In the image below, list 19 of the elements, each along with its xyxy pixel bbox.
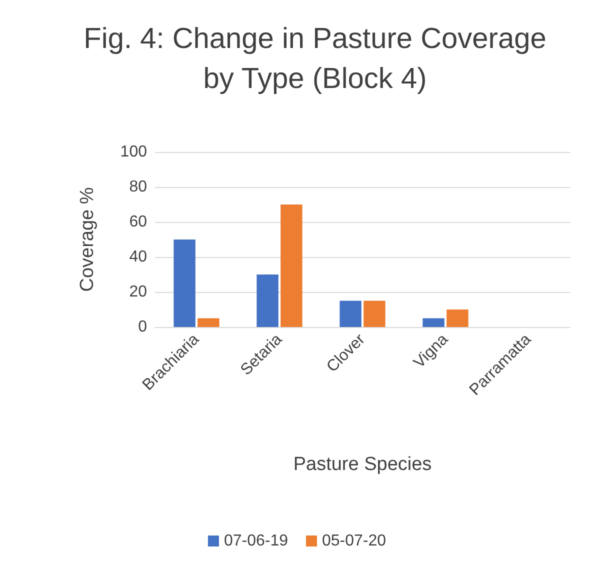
legend-label: 05-07-20: [322, 532, 386, 550]
bar: [256, 274, 278, 327]
y-tick-label: 40: [129, 248, 148, 266]
bar: [340, 300, 362, 327]
chart-title: Fig. 4: Change in Pasture Coverage by Type (Block 4): [84, 23, 546, 95]
bar: [364, 300, 386, 327]
bar: [198, 318, 220, 327]
bar: [422, 318, 444, 327]
bar: [446, 310, 468, 327]
y-tick-label: 0: [138, 318, 148, 336]
bar: [280, 204, 302, 327]
y-tick-label: 60: [129, 214, 148, 230]
y-axis-title: Coverage %: [77, 187, 98, 292]
y-tick-label: 20: [129, 284, 148, 300]
legend-label: 07-06-19: [224, 532, 288, 550]
y-tick-label: 100: [120, 144, 148, 160]
x-axis-title: Pasture Species: [293, 454, 432, 475]
bar: [174, 240, 196, 327]
y-tick-label: 80: [129, 178, 148, 196]
